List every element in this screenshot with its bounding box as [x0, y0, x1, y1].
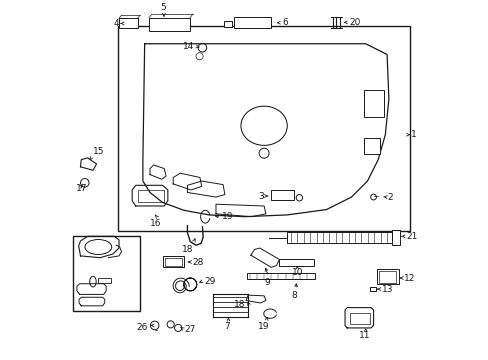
Text: 18: 18 — [234, 300, 245, 309]
Ellipse shape — [241, 106, 286, 145]
Text: 5: 5 — [160, 3, 165, 12]
Bar — [376, 269, 398, 284]
Bar — [279, 260, 314, 266]
Text: 26: 26 — [137, 323, 148, 332]
Text: 12: 12 — [404, 274, 415, 283]
Text: 4: 4 — [113, 19, 119, 28]
Bar — [119, 18, 137, 28]
Text: 3: 3 — [258, 192, 263, 201]
Ellipse shape — [85, 239, 111, 255]
Text: 28: 28 — [192, 258, 203, 267]
Text: 7: 7 — [224, 322, 230, 331]
Text: 6: 6 — [282, 18, 287, 27]
Bar — [271, 190, 294, 199]
Bar — [247, 273, 314, 279]
Text: 15: 15 — [93, 147, 104, 156]
Text: 14: 14 — [182, 42, 193, 51]
Text: 20: 20 — [349, 18, 360, 27]
Text: 9: 9 — [264, 278, 270, 287]
Bar — [379, 271, 396, 283]
Bar — [73, 236, 140, 311]
Bar — [349, 313, 369, 324]
Bar — [363, 138, 379, 154]
Bar — [224, 21, 231, 27]
Text: 29: 29 — [204, 277, 216, 286]
Bar — [233, 17, 271, 28]
Text: 17: 17 — [76, 184, 87, 193]
Bar — [137, 190, 164, 202]
Text: 11: 11 — [358, 332, 369, 341]
Bar — [286, 232, 392, 243]
Ellipse shape — [90, 276, 96, 287]
Text: 25: 25 — [116, 276, 127, 285]
Text: 1: 1 — [410, 130, 416, 139]
Text: 2: 2 — [387, 193, 393, 202]
Text: 24: 24 — [112, 303, 123, 312]
Text: 19: 19 — [222, 212, 233, 221]
Bar — [363, 90, 383, 117]
Bar — [149, 18, 189, 31]
Text: 27: 27 — [183, 325, 195, 334]
Bar — [163, 256, 183, 267]
Bar — [98, 278, 111, 283]
Text: 16: 16 — [150, 219, 162, 228]
Text: 18: 18 — [182, 245, 194, 254]
Text: 8: 8 — [291, 291, 297, 300]
Text: 23: 23 — [112, 291, 123, 300]
Bar — [118, 26, 409, 231]
Text: 22: 22 — [80, 258, 91, 267]
Text: 13: 13 — [381, 284, 392, 293]
Text: 10: 10 — [291, 269, 303, 278]
Text: 19: 19 — [258, 322, 269, 331]
Bar — [392, 230, 400, 245]
Bar — [165, 258, 182, 266]
Text: 21: 21 — [405, 232, 417, 241]
